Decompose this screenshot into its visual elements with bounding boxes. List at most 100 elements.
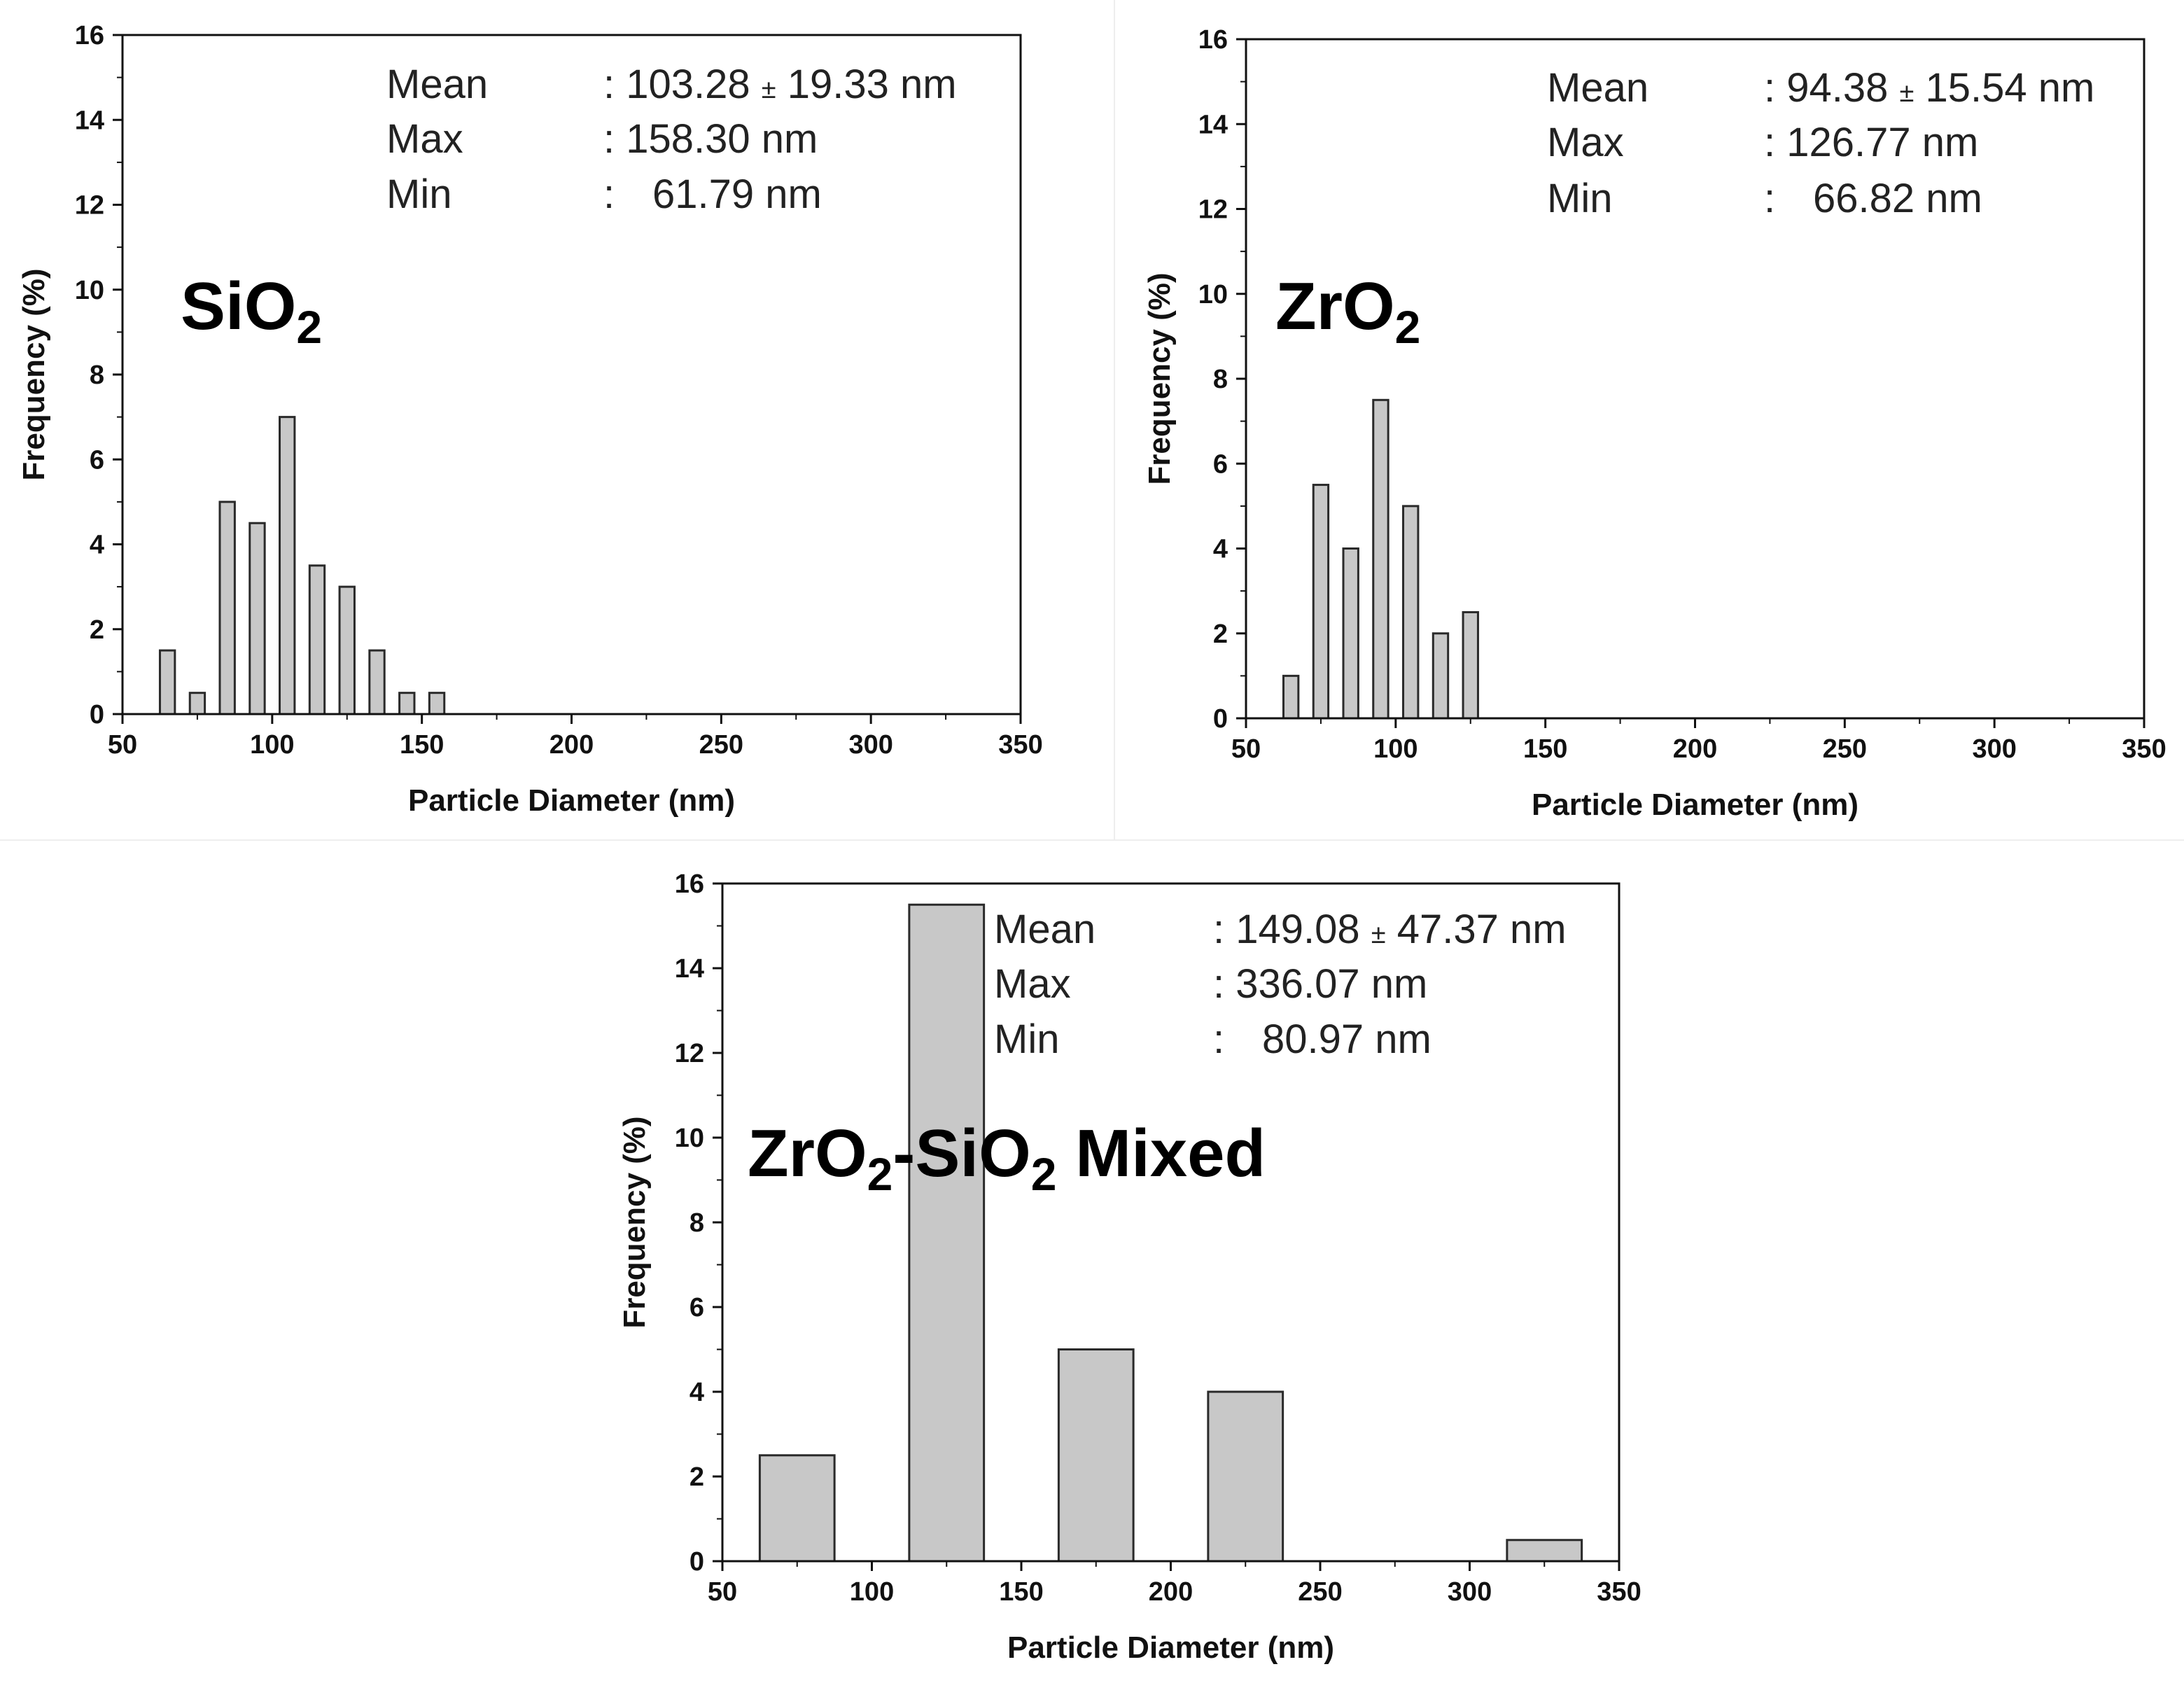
- panel-label-part: SiO: [181, 269, 296, 344]
- histogram-bar: [1506, 1539, 1583, 1563]
- stats-max-label: Max: [1547, 120, 1624, 165]
- histogram-bar: [398, 692, 416, 715]
- stats-min-value: 61.79 nm: [652, 172, 822, 217]
- y-tick-label: 0: [690, 1547, 704, 1577]
- y-tick-label: 14: [75, 106, 104, 135]
- histogram-bar: [1282, 674, 1300, 720]
- histogram-bar: [368, 649, 386, 715]
- panel-label-subscript: 2: [296, 301, 322, 353]
- y-tick-label: 2: [90, 615, 104, 645]
- y-tick-label: 2: [690, 1462, 704, 1492]
- histogram-bar: [308, 564, 326, 715]
- panel-label: ZrO2: [1275, 269, 1420, 353]
- x-axis-title: Particle Diameter (nm): [1532, 788, 1858, 822]
- y-tick-label: 8: [1213, 365, 1228, 394]
- panel-label-subscript: 2: [867, 1148, 893, 1200]
- chart-panel-2: 50 100 150 200 250 300 350 0 2 4 6 8 10 12 14 16 Particl…: [1142, 25, 2166, 822]
- stats-min-separator: :: [1213, 1017, 1224, 1062]
- x-tick-label: 100: [1373, 734, 1418, 764]
- panel-label-subscript: 2: [1395, 301, 1421, 353]
- y-axis-title: Frequency (%): [617, 1116, 652, 1328]
- y-tick-label: 6: [1213, 449, 1228, 479]
- histogram-bar: [1432, 632, 1450, 720]
- histogram-bar: [428, 692, 446, 715]
- panel-label-part: ZrO: [748, 1116, 867, 1191]
- x-axis-title: Particle Diameter (nm): [408, 783, 735, 818]
- chart-panel-1: 50 100 150 200 250 300 350 0 2 4 6 8 10 12 14 16 Particl…: [17, 21, 1043, 818]
- stats-max-value: : 158.30 nm: [603, 116, 818, 162]
- x-tick-label: 300: [1972, 734, 2016, 764]
- stats-min-separator: :: [1764, 176, 1775, 221]
- y-tick-label: 16: [75, 21, 104, 50]
- x-tick-label: 350: [1597, 1577, 1641, 1607]
- x-tick-label: 350: [2122, 734, 2166, 764]
- y-tick-label: 0: [90, 700, 104, 729]
- stats-mean-sd: 47.37 nm: [1386, 907, 1567, 952]
- y-tick-label: 6: [90, 445, 104, 475]
- histogram-bar: [1402, 505, 1420, 720]
- stats-mean-number: : 103.28: [603, 62, 762, 107]
- stats-mean-pm: ±: [1899, 78, 1914, 108]
- panel-label: ZrO2-SiO2 Mixed: [748, 1116, 1266, 1200]
- x-tick-label: 50: [1231, 734, 1261, 764]
- y-tick-label: 4: [90, 531, 104, 560]
- x-tick-label: 150: [999, 1577, 1043, 1607]
- stats-max-label: Max: [994, 961, 1071, 1007]
- chart-panel-3: 50 100 150 200 250 300 350 0 2 4 6 8 10 12 14 16 Particl…: [617, 870, 1642, 1665]
- x-tick-label: 250: [699, 730, 743, 760]
- panel-label-part: -SiO: [892, 1116, 1030, 1191]
- stats-min-separator: :: [603, 172, 615, 217]
- histogram-bar: [188, 692, 206, 715]
- x-tick-label: 300: [848, 730, 892, 760]
- y-tick-label: 14: [675, 954, 704, 984]
- stats-min-label: Min: [994, 1017, 1059, 1062]
- stats-mean-label: Mean: [1547, 65, 1648, 111]
- stats-mean-sd: 19.33 nm: [776, 62, 957, 107]
- x-tick-label: 50: [708, 1577, 737, 1607]
- y-tick-label: 0: [1213, 704, 1228, 734]
- x-tick-label: 150: [1523, 734, 1567, 764]
- panel-label-part: Mixed: [1056, 1116, 1266, 1191]
- x-tick-label: 150: [400, 730, 444, 760]
- histogram-bar: [758, 1454, 836, 1563]
- panel-label-part: ZrO: [1275, 269, 1395, 344]
- stats-mean-value: : 94.38 ± 15.54 nm: [1764, 65, 2094, 111]
- histogram-bar: [279, 416, 296, 715]
- y-tick-label: 6: [690, 1293, 704, 1322]
- x-tick-label: 100: [850, 1577, 894, 1607]
- stats-mean-value: : 149.08 ± 47.37 nm: [1213, 907, 1567, 952]
- stats-mean-label: Mean: [386, 62, 488, 107]
- stats-min-label: Min: [1547, 176, 1612, 221]
- x-tick-label: 200: [1673, 734, 1717, 764]
- y-tick-label: 12: [1198, 195, 1228, 225]
- y-tick-label: 4: [1213, 535, 1228, 564]
- x-tick-label: 250: [1298, 1577, 1342, 1607]
- y-tick-label: 8: [690, 1208, 704, 1238]
- x-axis-title: Particle Diameter (nm): [1007, 1630, 1334, 1665]
- x-tick-label: 250: [1823, 734, 1867, 764]
- y-tick-label: 10: [75, 276, 104, 305]
- stats-mean-number: : 149.08: [1213, 907, 1371, 952]
- stats-min-label: Min: [386, 172, 451, 217]
- y-tick-label: 10: [675, 1124, 704, 1153]
- y-tick-label: 14: [1198, 110, 1228, 139]
- histogram-bar: [1342, 547, 1359, 720]
- histogram-bar: [218, 501, 236, 715]
- stats-max-value: : 336.07 nm: [1213, 961, 1427, 1007]
- histogram-bar: [1057, 1348, 1135, 1563]
- x-tick-label: 200: [550, 730, 594, 760]
- histogram-bar: [248, 522, 266, 715]
- histogram-bar: [1207, 1390, 1284, 1563]
- stats-mean-label: Mean: [994, 907, 1096, 952]
- y-tick-label: 12: [675, 1039, 704, 1068]
- histogram-bar: [338, 585, 356, 715]
- stats-mean-number: : 94.38: [1764, 65, 1899, 111]
- histogram-bar: [1462, 610, 1479, 720]
- panel-label-subscript: 2: [1031, 1148, 1057, 1200]
- stats-min-value: 80.97 nm: [1262, 1017, 1432, 1062]
- y-tick-label: 16: [1198, 25, 1228, 55]
- stats-min-value: 66.82 nm: [1813, 176, 1982, 221]
- stats-max-value: : 126.77 nm: [1764, 120, 1978, 165]
- histogram-bar: [1312, 484, 1330, 720]
